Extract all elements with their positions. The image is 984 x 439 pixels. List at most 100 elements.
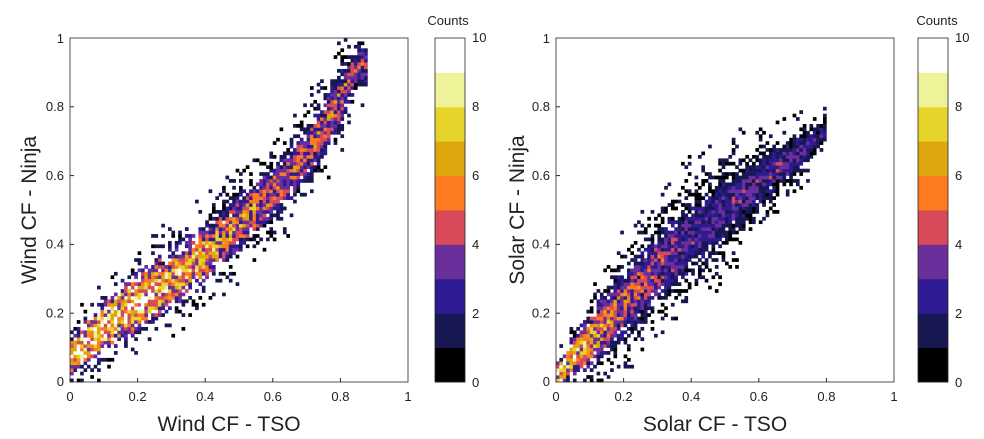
heatmap-cell	[262, 175, 267, 180]
heatmap-cell	[647, 302, 651, 307]
heatmap-cell	[340, 93, 345, 97]
heatmap-cell	[667, 271, 672, 276]
heatmap-cell	[340, 134, 345, 139]
heatmap-cell	[667, 292, 672, 297]
heatmap-cell	[559, 371, 564, 376]
heatmap-cell	[127, 323, 132, 328]
heatmap-cell	[789, 165, 793, 170]
heatmap-cell	[83, 320, 88, 324]
heatmap-cell	[245, 192, 250, 197]
heatmap-cell	[670, 199, 675, 204]
heatmap-cell	[157, 289, 162, 293]
heatmap-cell	[806, 154, 810, 159]
heatmap-cell	[660, 216, 665, 221]
heatmap-cell	[691, 240, 695, 245]
heatmap-cell	[232, 192, 236, 197]
heatmap-cell	[643, 309, 648, 314]
heatmap-cell	[674, 254, 678, 259]
heatmap-cell	[637, 330, 641, 335]
heatmap-cell	[768, 206, 773, 211]
heatmap-cell	[677, 220, 682, 225]
heatmap-cell	[775, 154, 780, 159]
heatmap-cell	[337, 120, 341, 125]
heatmap-cell	[725, 220, 729, 225]
heatmap-cell	[117, 330, 121, 335]
heatmap-cell	[178, 271, 182, 276]
heatmap-cell	[725, 240, 729, 245]
heatmap-cell	[76, 361, 81, 366]
heatmap-cell	[633, 254, 638, 259]
heatmap-cell	[323, 124, 328, 128]
heatmap-cell	[721, 175, 726, 180]
heatmap-cell	[758, 196, 763, 200]
heatmap-cell	[86, 357, 91, 362]
wind-y-tick-label: 1	[57, 31, 64, 46]
heatmap-cell	[593, 296, 597, 300]
heatmap-cell	[677, 289, 682, 293]
heatmap-cell	[255, 189, 260, 194]
heatmap-cell	[758, 137, 763, 142]
heatmap-cell	[134, 271, 138, 276]
colorbar-band	[435, 38, 465, 73]
wind-plot-frame	[69, 37, 409, 383]
heatmap-cell	[593, 347, 597, 352]
heatmap-cell	[323, 137, 328, 142]
heatmap-cell	[603, 268, 607, 273]
heatmap-cell	[718, 196, 722, 200]
heatmap-cell	[83, 368, 88, 372]
heatmap-cell	[752, 210, 756, 214]
heatmap-cell	[637, 247, 641, 252]
heatmap-cell	[320, 148, 324, 152]
heatmap-cell	[684, 296, 689, 300]
heatmap-cell	[775, 172, 780, 176]
heatmap-cell	[650, 244, 655, 249]
heatmap-cell	[799, 144, 804, 149]
heatmap-cell	[262, 213, 267, 218]
heatmap-cell	[667, 282, 672, 286]
heatmap-cell	[320, 134, 324, 139]
heatmap-cell	[350, 79, 355, 84]
heatmap-cell	[654, 223, 658, 228]
heatmap-cell	[583, 323, 587, 328]
heatmap-cell	[616, 251, 621, 256]
heatmap-cell	[762, 196, 766, 200]
heatmap-cell	[589, 340, 594, 345]
heatmap-cell	[748, 216, 753, 221]
heatmap-cell	[171, 296, 176, 300]
heatmap-cell	[70, 354, 74, 359]
heatmap-cell	[701, 237, 706, 242]
heatmap-cell	[714, 206, 719, 211]
heatmap-cell	[765, 185, 770, 190]
heatmap-cell	[107, 337, 111, 342]
heatmap-cell	[309, 161, 314, 166]
heatmap-cell	[330, 106, 334, 111]
heatmap-cell	[620, 299, 624, 304]
heatmap-cell	[296, 172, 301, 176]
heatmap-cell	[343, 68, 348, 73]
heatmap-cell	[107, 326, 111, 331]
heatmap-cell	[299, 168, 304, 173]
heatmap-cell	[816, 124, 820, 128]
heatmap-cell	[741, 175, 746, 180]
heatmap-cell	[647, 268, 651, 273]
heatmap-cell	[792, 189, 797, 194]
heatmap-cell	[154, 299, 159, 304]
heatmap-cell	[752, 154, 756, 159]
heatmap-cell	[134, 289, 138, 293]
heatmap-cell	[296, 175, 301, 180]
heatmap-cell	[586, 330, 591, 335]
colorbar-band	[435, 347, 465, 383]
heatmap-cell	[819, 134, 824, 139]
heatmap-cell	[694, 261, 699, 266]
heatmap-cell	[147, 337, 152, 342]
heatmap-cell	[306, 130, 311, 135]
heatmap-cell	[640, 271, 645, 276]
heatmap-cell	[637, 271, 641, 276]
heatmap-cell	[232, 216, 236, 221]
heatmap-cell	[799, 127, 804, 132]
heatmap-cell	[309, 148, 314, 152]
heatmap-cell	[282, 230, 287, 235]
heatmap-cell	[772, 182, 776, 187]
heatmap-cell	[694, 196, 699, 200]
heatmap-cell	[208, 265, 213, 269]
